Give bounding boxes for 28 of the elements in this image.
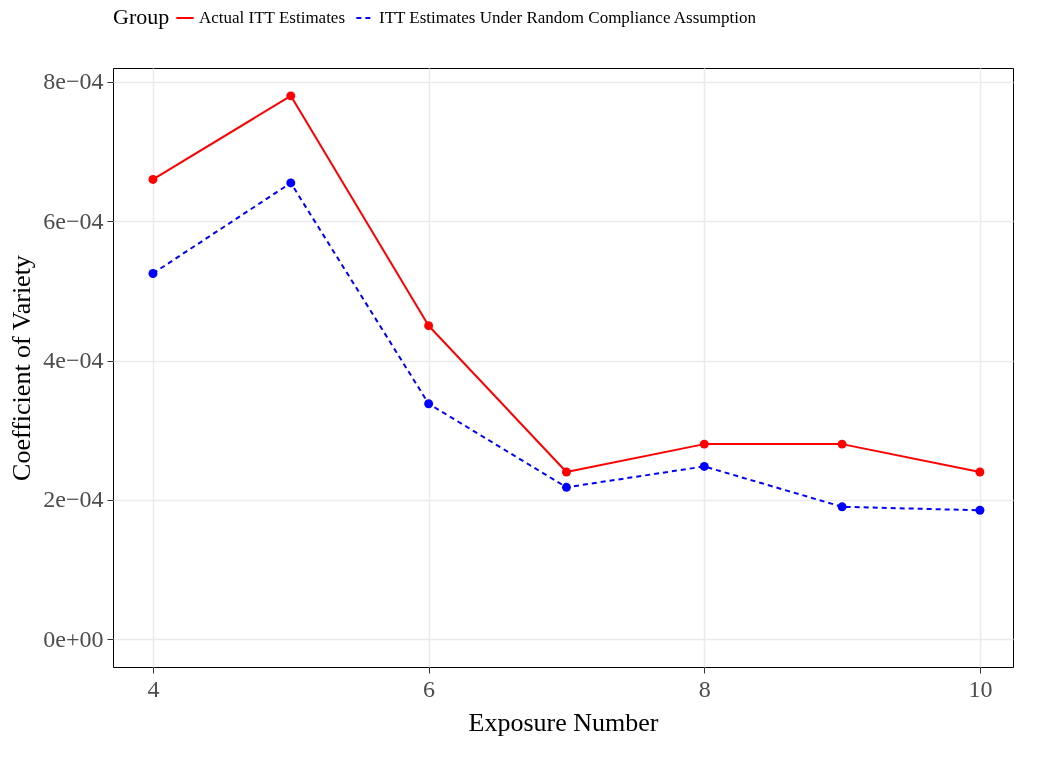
point — [148, 269, 158, 278]
x-axis-title: Exposure Number — [468, 707, 659, 737]
point — [424, 321, 434, 331]
y-axis-title: Coefficient of Variety — [7, 255, 37, 481]
y-tick-label: 0e+00 — [43, 625, 104, 652]
point — [561, 482, 571, 492]
point — [148, 174, 158, 184]
legend-title: Group — [113, 4, 170, 29]
point — [561, 467, 571, 477]
y-tick-label: 4e−04 — [43, 347, 104, 374]
y-tick-label: 8e−04 — [43, 68, 104, 95]
x-tick-label: 6 — [423, 675, 436, 702]
point — [837, 439, 847, 449]
x-tick-label: 4 — [147, 675, 160, 702]
point — [286, 178, 296, 188]
x-tick-label: 8 — [698, 675, 711, 702]
point — [286, 91, 296, 101]
point — [975, 505, 985, 515]
x-tick-label: 10 — [968, 675, 993, 702]
legend-label: Actual ITT Estimates — [199, 8, 346, 27]
point — [699, 461, 709, 471]
point — [975, 467, 985, 477]
point — [699, 439, 709, 449]
point — [424, 399, 434, 409]
point — [837, 502, 847, 512]
y-tick-label: 6e−04 — [43, 207, 104, 234]
legend-label: ITT Estimates Under Random Compliance Assumption — [379, 8, 757, 27]
y-tick-label: 2e−04 — [43, 486, 104, 513]
